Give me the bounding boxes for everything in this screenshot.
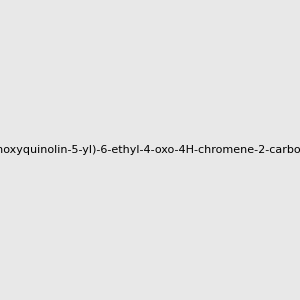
Text: N-(8-ethoxyquinolin-5-yl)-6-ethyl-4-oxo-4H-chromene-2-carboxamide: N-(8-ethoxyquinolin-5-yl)-6-ethyl-4-oxo-… bbox=[0, 145, 300, 155]
